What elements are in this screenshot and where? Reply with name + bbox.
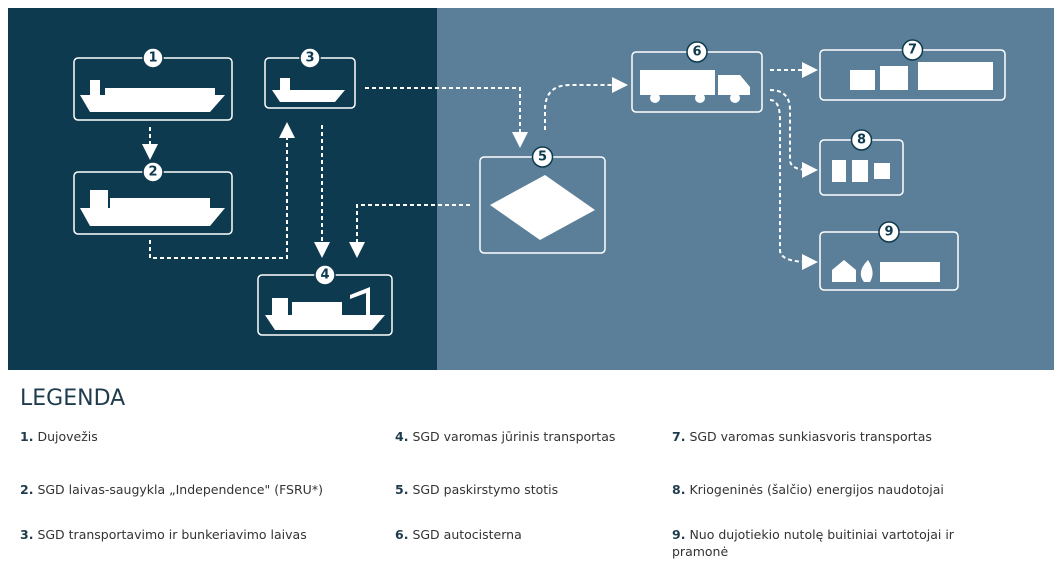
node-badge [878, 221, 900, 243]
node-number: 7 [908, 43, 917, 58]
node-number: 2 [148, 165, 157, 180]
legend-item: 6. SGD autocisterna [395, 526, 735, 543]
node-badge [531, 146, 554, 168]
legend-title: LEGENDA [20, 386, 126, 411]
legend-text: SGD varomas sunkiasvoris transportas [689, 429, 932, 444]
icons [80, 62, 993, 330]
node-badge [299, 47, 321, 69]
node-badge [314, 264, 336, 286]
legend-item: 5. SGD paskirstymo stotis [395, 481, 735, 498]
node-badge [142, 47, 164, 69]
legend-text: Kriogeninės (šalčio) energijos naudotoja… [689, 482, 944, 497]
connectors [142, 62, 818, 270]
legend-item: 1. Dujovežis [20, 428, 360, 445]
legend-item: 7. SGD varomas sunkiasvoris transportas [672, 428, 1012, 445]
legend-item: 4. SGD varomas jūrinis transportas [395, 428, 735, 445]
legend-text: SGD paskirstymo stotis [412, 482, 559, 497]
node-number: 1 [148, 51, 157, 66]
node-number: 4 [320, 268, 329, 283]
node-badge [850, 129, 873, 151]
node-number: 8 [857, 133, 866, 148]
legend-number: 1. [20, 429, 34, 444]
left-panel [8, 8, 437, 370]
legend-item: 8. Kriogeninės (šalčio) energijos naudot… [672, 481, 1012, 498]
legend-number: 6. [395, 527, 409, 542]
node-badge [901, 39, 924, 61]
node-number: 3 [305, 51, 314, 66]
legend-number: 5. [395, 482, 409, 497]
legend-text: SGD autocisterna [412, 527, 522, 542]
legend-text: SGD transportavimo ir bunkeriavimo laiva… [37, 527, 307, 542]
legend-item: 9. Nuo dujotiekio nutolę buitiniai varto… [672, 526, 1012, 560]
node-badge [142, 161, 164, 183]
node-badge [686, 41, 708, 63]
legend-item: 3. SGD transportavimo ir bunkeriavimo la… [20, 526, 360, 543]
legend-text: Nuo dujotiekio nutolę buitiniai vartotoj… [672, 527, 954, 559]
legend-number: 3. [20, 527, 34, 542]
legend-number: 8. [672, 482, 686, 497]
node-number: 9 [884, 225, 893, 240]
node-number: 5 [538, 150, 547, 165]
legend-text: SGD varomas jūrinis transportas [412, 429, 616, 444]
legend-number: 2. [20, 482, 34, 497]
legend-number: 9. [672, 527, 686, 542]
diagram: 1 2 3 4 5 6 7 8 9 [8, 8, 1054, 370]
legend-text: SGD laivas-saugykla „Independence" (FSRU… [37, 482, 323, 497]
legend-number: 4. [395, 429, 409, 444]
legend-text: Dujovežis [37, 429, 98, 444]
node-number: 6 [692, 45, 701, 60]
nodes: 1 2 3 4 5 6 7 8 9 [73, 39, 1006, 336]
legend-number: 7. [672, 429, 686, 444]
legend-item: 2. SGD laivas-saugykla „Independence" (F… [20, 481, 360, 498]
